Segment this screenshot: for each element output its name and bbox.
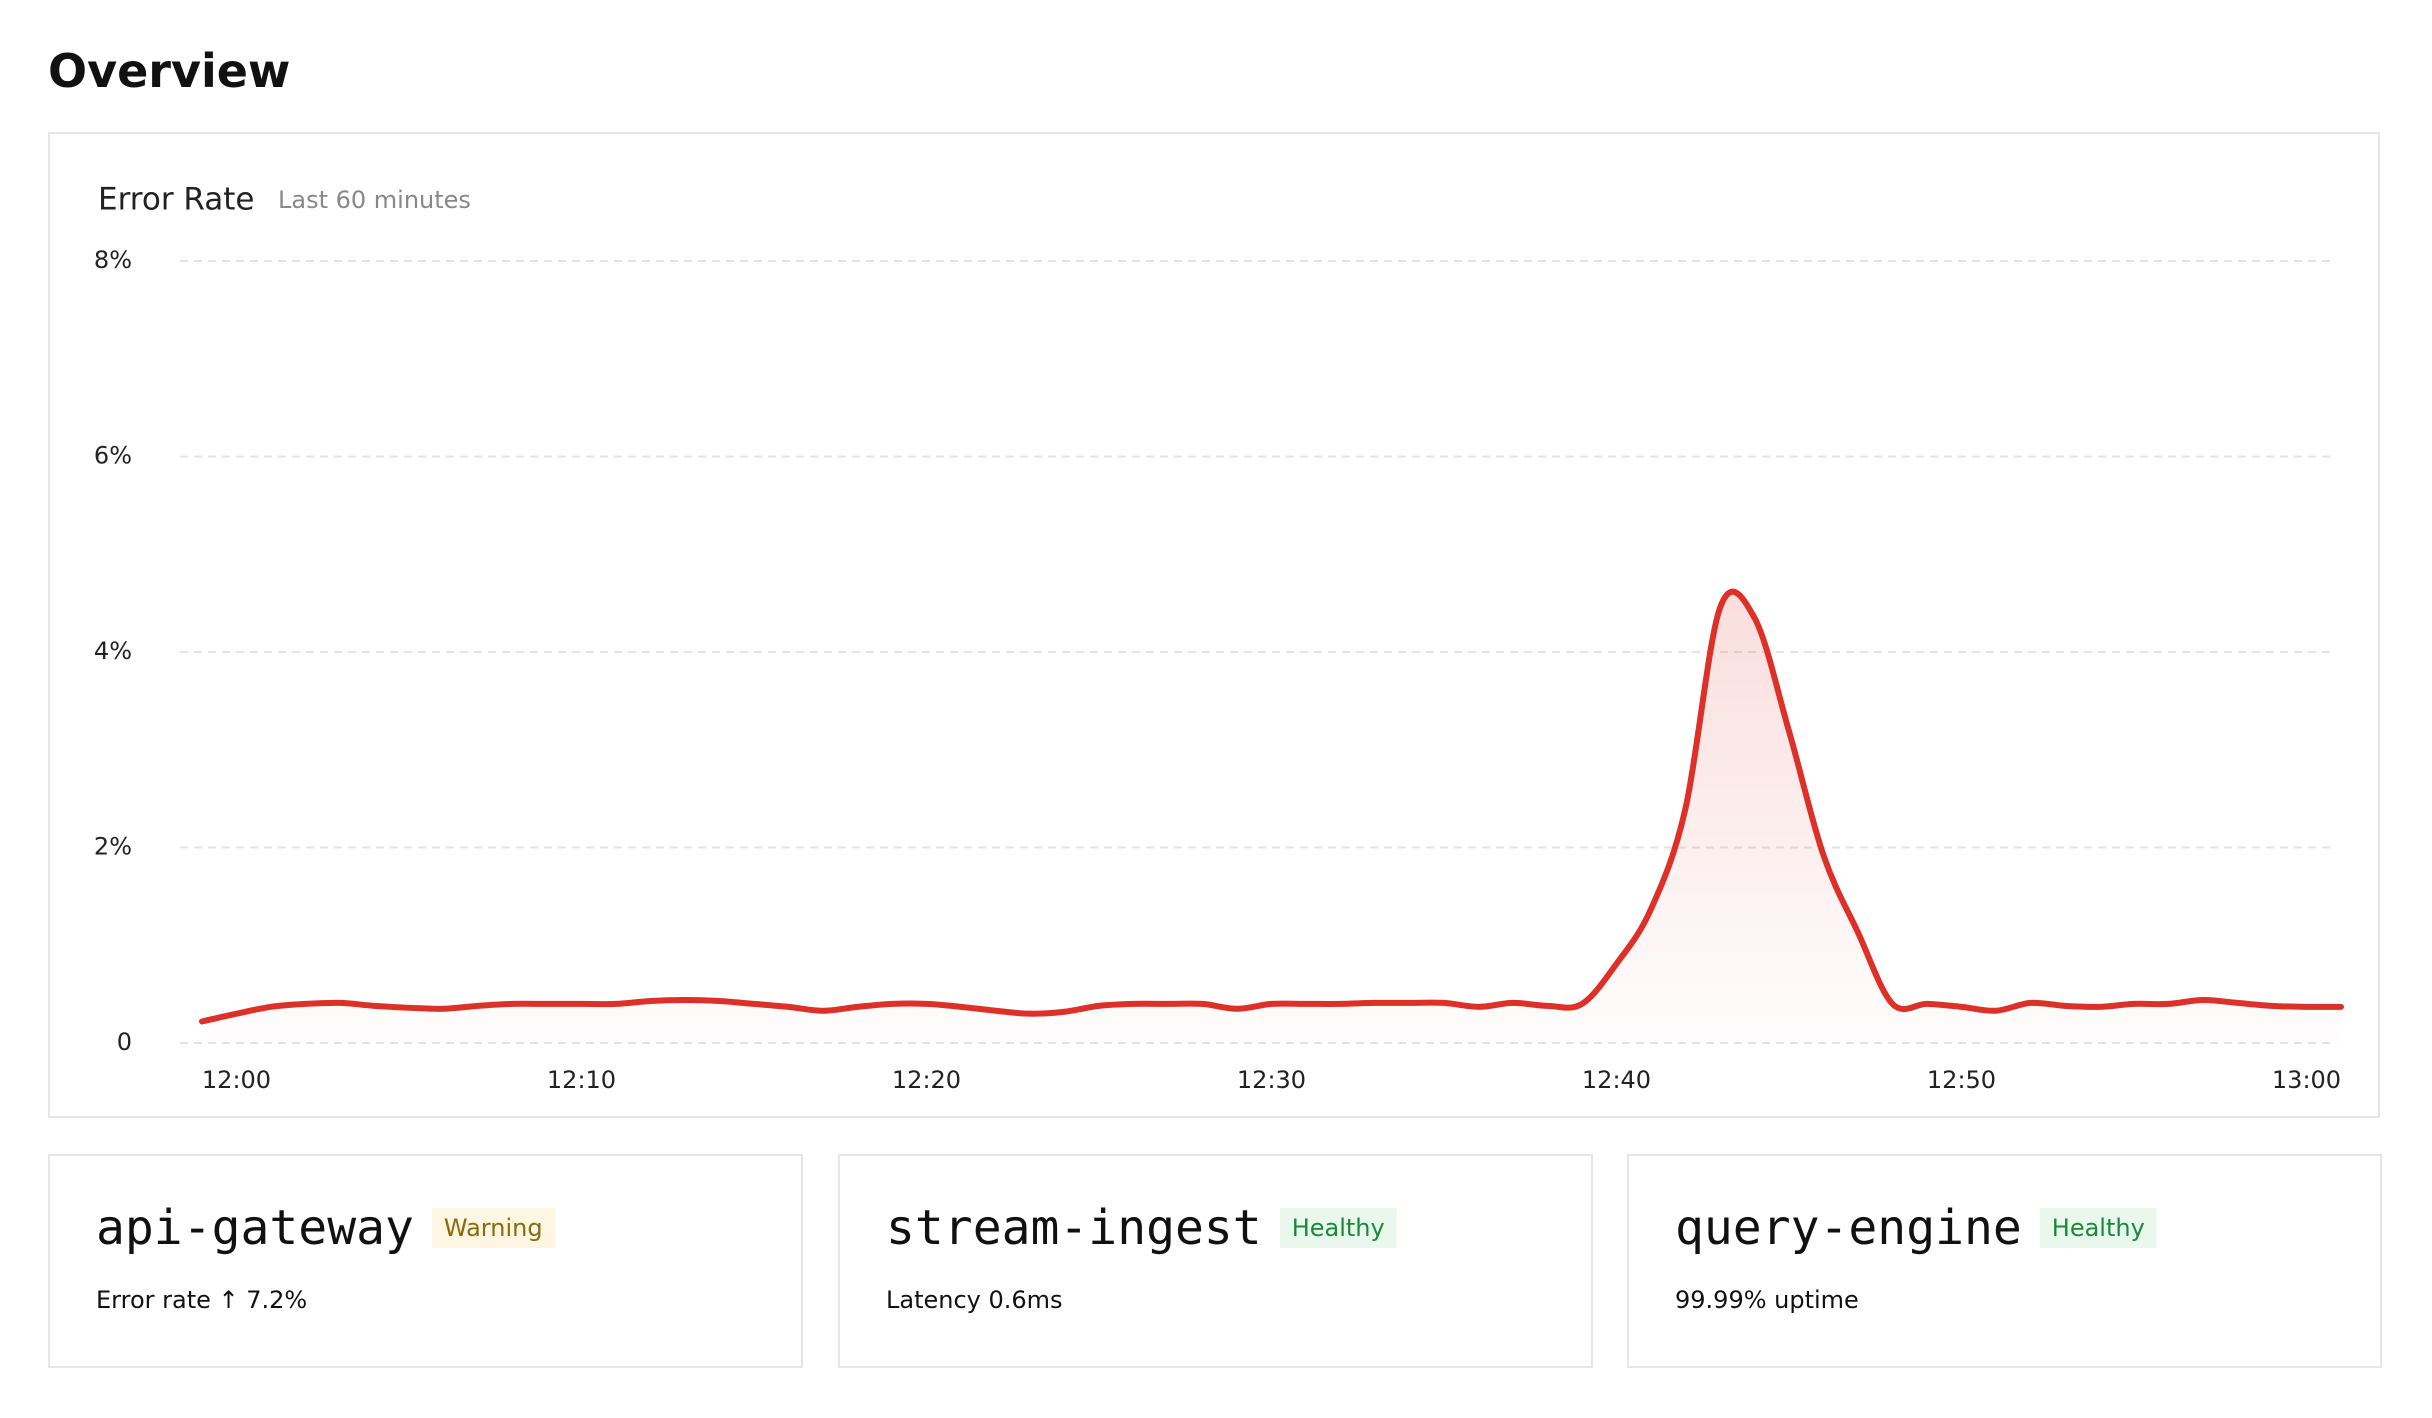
line — [199, 588, 2344, 1025]
status-badge: Healthy — [1279, 1208, 1397, 1248]
service-detail: Latency 0.6ms — [886, 1286, 1063, 1314]
page-title: Overview — [48, 44, 291, 98]
x-tick-label: 13:00 — [2272, 1066, 2341, 1094]
service-card[interactable]: api-gateway Warning Error rate ↑ 7.2% — [48, 1154, 803, 1368]
area — [202, 591, 2341, 1043]
x-tick-label: 12:50 — [1927, 1066, 1996, 1094]
x-tick-label: 12:30 — [1237, 1066, 1306, 1094]
y-tick-label: 6% — [94, 442, 132, 470]
service-detail: 99.99% uptime — [1675, 1286, 1859, 1314]
y-tick-label: 8% — [94, 246, 132, 274]
y-tick-label: 4% — [94, 637, 132, 665]
service-name: stream-ingest — [886, 1200, 1262, 1256]
x-tick-label: 12:20 — [892, 1066, 961, 1094]
service-detail: Error rate ↑ 7.2% — [96, 1286, 308, 1314]
x-tick-label: 12:40 — [1582, 1066, 1651, 1094]
service-card[interactable]: query-engine Healthy 99.99% uptime — [1627, 1154, 2382, 1368]
x-tick-label: 12:10 — [547, 1066, 616, 1094]
y-tick-label: 2% — [94, 833, 132, 861]
service-name: query-engine — [1675, 1200, 2022, 1256]
service-card[interactable]: stream-ingest Healthy Latency 0.6ms — [838, 1154, 1593, 1368]
chart: Error Rate Last 60 minutes 0 2% 4% 6% 8% 12:0… — [94, 182, 2344, 1094]
service-name: api-gateway — [96, 1200, 414, 1256]
status-badge: Healthy — [2039, 1208, 2157, 1248]
chart-title: Error Rate — [98, 182, 255, 218]
x-tick-label: 12:00 — [202, 1066, 271, 1094]
y-tick-label: 0 — [117, 1028, 132, 1056]
chart-card: Error Rate Last 60 minutes 0 2% 4% 6% 8% 12:0… — [48, 132, 2380, 1118]
chart-subtitle: Last 60 minutes — [278, 186, 471, 214]
status-badge: Warning — [431, 1208, 555, 1248]
